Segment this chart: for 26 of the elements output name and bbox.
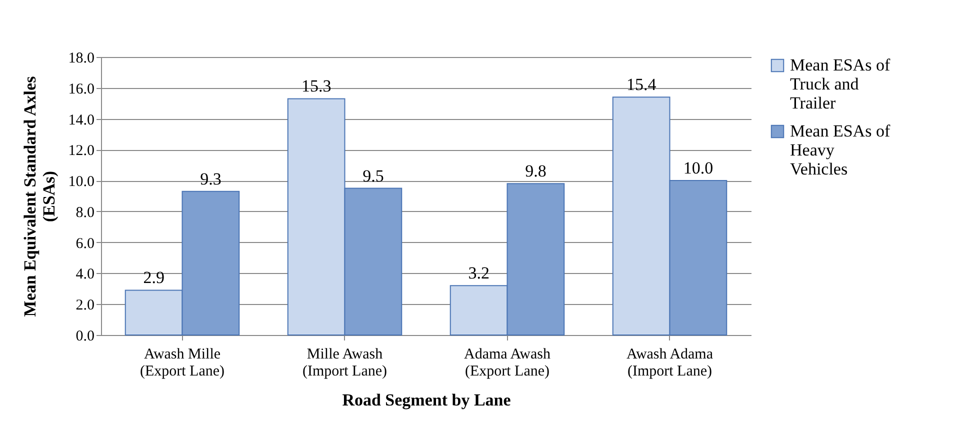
y-tick-label: 8.0	[76, 204, 94, 221]
data-label: 15.4	[626, 75, 657, 94]
legend-label: Mean ESAs of Truck and Trailer	[790, 56, 890, 112]
data-label: 10.0	[683, 158, 714, 178]
data-label: 9.3	[200, 169, 222, 188]
data-label: 2.9	[143, 268, 164, 288]
x-axis-title: Road Segment by Lane	[342, 390, 512, 410]
y-tick-label: 0.0	[76, 328, 94, 344]
y-tick-label: 6.0	[76, 236, 94, 252]
x-tick-label: Mille Awash (Import Lane)	[302, 346, 388, 380]
data-label: 9.5	[362, 166, 384, 186]
x-tick-label: Adama Awash (Export Lane)	[464, 346, 552, 380]
data-label: 15.3	[301, 76, 332, 96]
y-tick-label: 2.0	[76, 298, 94, 314]
y-tick-label: 14.0	[68, 112, 94, 128]
y-axis-title: Mean Equivalent Standard Axles (ESAs)	[20, 76, 58, 317]
y-tick-label: 4.0	[76, 266, 94, 283]
legend-label: Mean ESAs of Heavy Vehicles	[790, 122, 890, 178]
y-tick-label: 12.0	[68, 143, 94, 160]
y-tick-label: 18.0	[68, 50, 94, 66]
y-tick-label: 16.0	[68, 81, 94, 98]
data-label: 3.2	[468, 264, 490, 283]
x-tick-label: Awash Adama (Import Lane)	[626, 346, 714, 380]
data-label: 9.8	[525, 162, 546, 181]
x-tick-label: Awash Mille (Export Lane)	[140, 346, 225, 380]
y-tick-label: 10.0	[68, 174, 94, 190]
